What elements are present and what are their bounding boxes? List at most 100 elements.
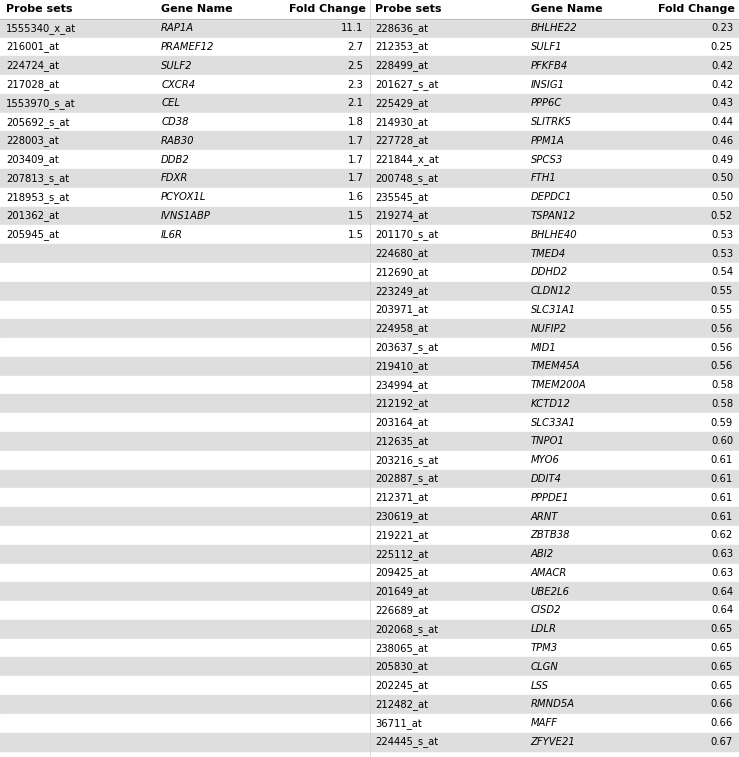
Text: 0.65: 0.65 (711, 625, 733, 634)
Bar (0, 375, 739, 394)
Bar (0, 676, 739, 695)
Text: 2.1: 2.1 (347, 98, 364, 108)
Text: PPPDE1: PPPDE1 (531, 493, 569, 503)
Text: 223249_at: 223249_at (375, 285, 429, 297)
Text: 228499_at: 228499_at (375, 61, 429, 71)
Text: 225429_at: 225429_at (375, 98, 429, 109)
Text: 0.65: 0.65 (711, 643, 733, 653)
Text: 0.58: 0.58 (711, 380, 733, 390)
Text: 1.7: 1.7 (347, 136, 364, 146)
Bar (0, 545, 739, 563)
Text: 212192_at: 212192_at (375, 398, 429, 410)
Text: 0.25: 0.25 (711, 42, 733, 52)
Text: PPP6C: PPP6C (531, 98, 562, 108)
Bar (0, 301, 739, 319)
Text: SULF1: SULF1 (531, 42, 562, 52)
Text: 212482_at: 212482_at (375, 699, 429, 710)
Text: NUFIP2: NUFIP2 (531, 324, 567, 334)
Bar (0, 245, 739, 263)
Text: 0.53: 0.53 (711, 230, 733, 240)
Text: 219221_at: 219221_at (375, 530, 429, 540)
Text: 227728_at: 227728_at (375, 136, 429, 146)
Bar (0, 113, 739, 132)
Text: 224680_at: 224680_at (375, 248, 429, 259)
Bar (0, 38, 739, 56)
Text: Fold Change: Fold Change (658, 5, 735, 14)
Text: RMND5A: RMND5A (531, 699, 575, 709)
Text: UBE2L6: UBE2L6 (531, 587, 570, 597)
Text: INSIG1: INSIG1 (531, 79, 565, 89)
Text: 203216_s_at: 203216_s_at (375, 455, 439, 466)
Text: ARNT: ARNT (531, 512, 558, 522)
Text: 0.49: 0.49 (711, 154, 733, 165)
Bar (0, 695, 739, 714)
Text: 0.63: 0.63 (711, 549, 733, 559)
Text: FTH1: FTH1 (531, 173, 556, 183)
Bar (0, 657, 739, 676)
Text: 36711_at: 36711_at (375, 718, 422, 729)
Text: 0.67: 0.67 (711, 737, 733, 747)
Text: 0.66: 0.66 (711, 718, 733, 728)
Text: 225112_at: 225112_at (375, 549, 429, 559)
Text: CD38: CD38 (161, 117, 188, 127)
Text: 216001_at: 216001_at (6, 42, 59, 52)
Text: 0.66: 0.66 (711, 699, 733, 709)
Text: LDLR: LDLR (531, 625, 556, 634)
Text: 228003_at: 228003_at (6, 136, 58, 146)
Bar (0, 357, 739, 375)
Text: 214930_at: 214930_at (375, 117, 429, 127)
Text: LSS: LSS (531, 681, 548, 690)
Text: KCTD12: KCTD12 (531, 399, 571, 409)
Bar (0, 75, 739, 94)
Text: 1.8: 1.8 (348, 117, 364, 127)
Bar (0, 226, 739, 245)
Text: 0.44: 0.44 (711, 117, 733, 127)
Text: 0.55: 0.55 (711, 305, 733, 315)
Text: 1.7: 1.7 (347, 173, 364, 183)
Text: 0.56: 0.56 (711, 324, 733, 334)
Text: CLGN: CLGN (531, 662, 559, 671)
Text: ZBTB38: ZBTB38 (531, 531, 570, 540)
Text: 218953_s_at: 218953_s_at (6, 192, 69, 203)
Text: 217028_at: 217028_at (6, 79, 59, 90)
Text: 209425_at: 209425_at (375, 568, 429, 578)
Text: 0.50: 0.50 (711, 173, 733, 183)
Text: 200748_s_at: 200748_s_at (375, 173, 438, 184)
Text: 0.61: 0.61 (711, 455, 733, 466)
Text: 0.62: 0.62 (711, 531, 733, 540)
Text: 0.65: 0.65 (711, 662, 733, 671)
Bar (0, 0, 739, 19)
Text: SLC31A1: SLC31A1 (531, 305, 576, 315)
Text: TNPO1: TNPO1 (531, 437, 565, 447)
Text: 201649_at: 201649_at (375, 586, 429, 597)
Text: 203637_s_at: 203637_s_at (375, 342, 438, 353)
Bar (0, 394, 739, 413)
Bar (0, 207, 739, 226)
Bar (0, 56, 739, 75)
Text: ZFYVE21: ZFYVE21 (531, 737, 576, 747)
Bar (0, 733, 739, 752)
Text: 0.23: 0.23 (711, 23, 733, 33)
Text: MID1: MID1 (531, 342, 556, 353)
Text: TPM3: TPM3 (531, 643, 558, 653)
Text: 201627_s_at: 201627_s_at (375, 79, 439, 90)
Bar (0, 169, 739, 188)
Text: SULF2: SULF2 (161, 61, 193, 70)
Text: 1553970_s_at: 1553970_s_at (6, 98, 75, 109)
Text: 234994_at: 234994_at (375, 379, 429, 391)
Text: 228636_at: 228636_at (375, 23, 429, 33)
Bar (0, 507, 739, 526)
Text: DDB2: DDB2 (161, 154, 190, 165)
Text: 0.56: 0.56 (711, 361, 733, 371)
Text: 0.42: 0.42 (711, 61, 733, 70)
Text: TMEM45A: TMEM45A (531, 361, 580, 371)
Text: TMED4: TMED4 (531, 248, 566, 259)
Text: 0.50: 0.50 (711, 192, 733, 202)
Text: 0.55: 0.55 (711, 286, 733, 296)
Text: 2.5: 2.5 (347, 61, 364, 70)
Text: 205830_at: 205830_at (375, 662, 428, 672)
Text: 226689_at: 226689_at (375, 605, 429, 616)
Text: AMACR: AMACR (531, 568, 567, 578)
Text: 203409_at: 203409_at (6, 154, 58, 165)
Text: PRAMEF12: PRAMEF12 (161, 42, 214, 52)
